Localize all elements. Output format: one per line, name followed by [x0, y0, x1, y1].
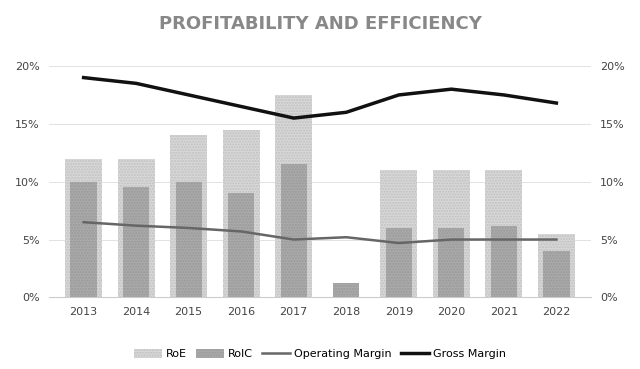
Operating Margin — [132, 224, 140, 228]
Bar — [70, 182, 97, 297]
Gross Margin — [500, 93, 508, 97]
Gross Margin — [185, 93, 193, 97]
Bar — [386, 228, 412, 297]
Bar — [438, 228, 465, 297]
Operating Margin — [342, 235, 350, 239]
Operating Margin — [80, 220, 88, 224]
Operating Margin — [447, 237, 455, 242]
Line: Operating Margin: Operating Margin — [84, 222, 556, 243]
Bar — [333, 283, 360, 297]
Gross Margin — [395, 93, 403, 97]
Gross Margin — [290, 116, 298, 120]
Gross Margin — [447, 87, 455, 92]
Operating Margin — [237, 229, 245, 234]
Bar — [175, 182, 202, 297]
Bar — [486, 170, 522, 297]
Bar — [538, 234, 575, 297]
Bar — [433, 170, 470, 297]
Line: Gross Margin: Gross Margin — [84, 77, 556, 118]
Gross Margin — [342, 110, 350, 114]
Gross Margin — [237, 104, 245, 109]
Bar — [170, 135, 207, 297]
Bar — [491, 226, 517, 297]
Operating Margin — [185, 226, 193, 230]
Bar — [275, 95, 312, 297]
Bar — [380, 170, 417, 297]
Bar — [65, 159, 102, 297]
Gross Margin — [132, 81, 140, 86]
Operating Margin — [552, 237, 560, 242]
Operating Margin — [395, 241, 403, 245]
Operating Margin — [500, 237, 508, 242]
Gross Margin — [552, 101, 560, 105]
Legend: RoE, RoIC, Operating Margin, Gross Margin: RoE, RoIC, Operating Margin, Gross Margi… — [129, 344, 511, 363]
Bar — [280, 164, 307, 297]
Operating Margin — [290, 237, 298, 242]
Gross Margin — [80, 75, 88, 80]
Bar — [223, 130, 260, 297]
Bar — [123, 187, 149, 297]
Bar — [118, 159, 154, 297]
Title: PROFITABILITY AND EFFICIENCY: PROFITABILITY AND EFFICIENCY — [159, 15, 481, 33]
Bar — [543, 251, 570, 297]
Bar — [228, 193, 254, 297]
